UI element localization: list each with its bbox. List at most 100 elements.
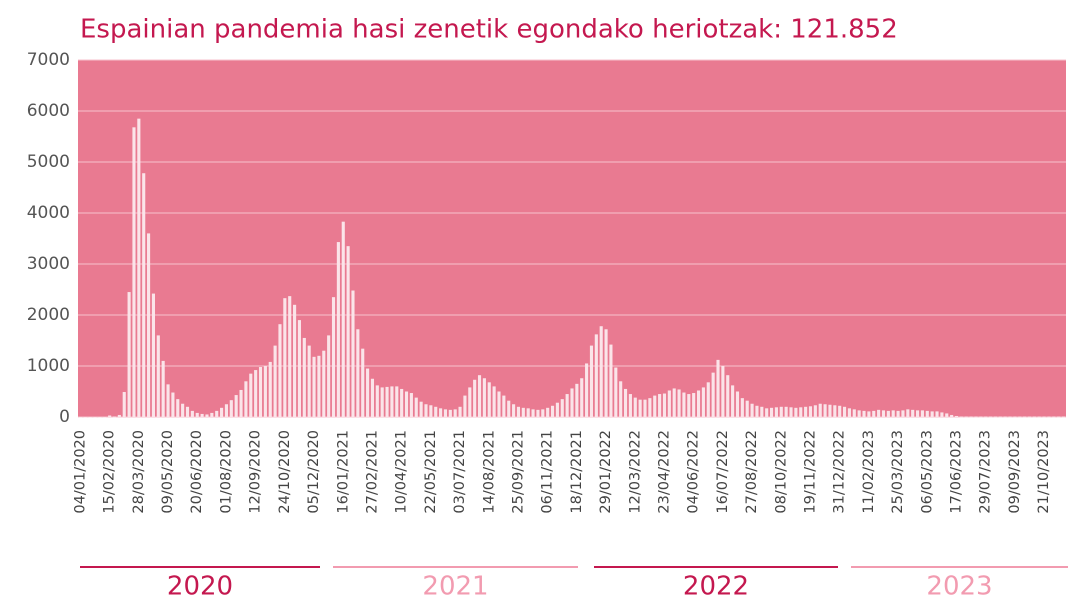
bar <box>541 409 545 417</box>
bar <box>366 368 370 417</box>
bar <box>234 395 238 417</box>
bar <box>677 389 681 417</box>
x-tick-label: 27/08/2022 <box>744 430 760 514</box>
bar <box>1003 416 1007 418</box>
bar <box>390 386 394 417</box>
bar <box>692 393 696 417</box>
bar <box>439 408 443 417</box>
bar <box>220 407 224 417</box>
bar <box>633 397 637 417</box>
bar <box>283 298 287 417</box>
bar <box>215 410 219 417</box>
bar <box>565 394 569 417</box>
bar <box>244 381 248 417</box>
bar <box>862 410 866 417</box>
bar <box>886 410 890 417</box>
bar <box>911 409 915 417</box>
x-tick-label: 09/05/2020 <box>160 430 176 514</box>
bar <box>872 410 876 417</box>
bar <box>380 387 384 417</box>
bar <box>1042 416 1046 418</box>
bar <box>1027 416 1032 418</box>
bar <box>239 389 243 417</box>
bar <box>156 335 160 417</box>
bar <box>185 406 190 417</box>
bar <box>614 367 618 417</box>
bar <box>536 409 540 417</box>
bar <box>653 395 657 417</box>
bar <box>210 412 214 417</box>
bar <box>385 386 389 417</box>
bar <box>599 326 603 417</box>
year-band-label: 2023 <box>926 572 992 602</box>
x-tick-label: 18/12/2021 <box>569 430 585 514</box>
bar <box>716 359 720 417</box>
bar <box>769 407 774 417</box>
bar <box>171 392 175 417</box>
x-tick-label: 01/08/2020 <box>218 430 234 514</box>
bar <box>429 405 433 417</box>
bar <box>993 416 997 418</box>
bar <box>526 408 530 417</box>
bar <box>857 410 861 417</box>
bar <box>482 378 486 417</box>
bar <box>254 370 258 417</box>
bar <box>984 416 988 418</box>
y-tick-label: 2000 <box>27 305 70 325</box>
bar <box>147 233 151 417</box>
bar <box>901 410 905 417</box>
bar <box>847 408 851 417</box>
bar <box>1013 416 1017 418</box>
bar <box>570 388 574 417</box>
x-tick-label: 15/02/2020 <box>102 430 118 514</box>
x-tick-label: 03/07/2021 <box>452 430 468 514</box>
bar <box>443 409 448 417</box>
bar <box>341 221 345 417</box>
bar <box>108 415 112 417</box>
y-tick-label: 6000 <box>27 101 70 121</box>
chart-title: Espainian pandemia hasi zenetik egondako… <box>80 15 898 45</box>
bar <box>181 403 185 417</box>
bar <box>288 296 292 417</box>
bar <box>487 382 491 417</box>
bar <box>142 173 146 417</box>
bar <box>804 406 808 417</box>
bar <box>794 407 798 417</box>
bar <box>833 405 837 417</box>
bar <box>706 382 710 417</box>
bar <box>351 290 355 417</box>
y-tick-label: 4000 <box>27 203 70 223</box>
bar <box>774 407 778 417</box>
bar <box>507 400 511 417</box>
bar <box>516 406 521 417</box>
bar <box>492 386 496 417</box>
bar <box>103 417 107 418</box>
bar <box>940 412 944 417</box>
bar <box>842 406 847 417</box>
bar <box>278 324 282 417</box>
bar <box>740 398 744 417</box>
bar <box>818 403 822 417</box>
bar <box>589 345 594 417</box>
bar <box>662 393 667 417</box>
bar <box>930 411 934 417</box>
bar <box>604 329 608 417</box>
bar <box>322 350 326 417</box>
bar <box>580 378 584 417</box>
bar <box>585 363 589 417</box>
bar <box>249 373 253 417</box>
bar <box>404 391 409 417</box>
x-tick-label: 28/03/2020 <box>131 430 147 514</box>
bar <box>448 409 452 417</box>
x-tick-label: 06/11/2021 <box>540 430 556 514</box>
bar <box>760 406 764 417</box>
bar <box>623 388 628 417</box>
x-tick-label: 04/06/2022 <box>686 430 702 514</box>
bar <box>395 386 399 417</box>
x-tick-label: 12/03/2022 <box>627 430 643 514</box>
bar <box>945 413 949 417</box>
bar <box>594 334 598 417</box>
bar <box>1052 416 1056 418</box>
bar <box>906 409 910 417</box>
bar <box>560 399 564 417</box>
